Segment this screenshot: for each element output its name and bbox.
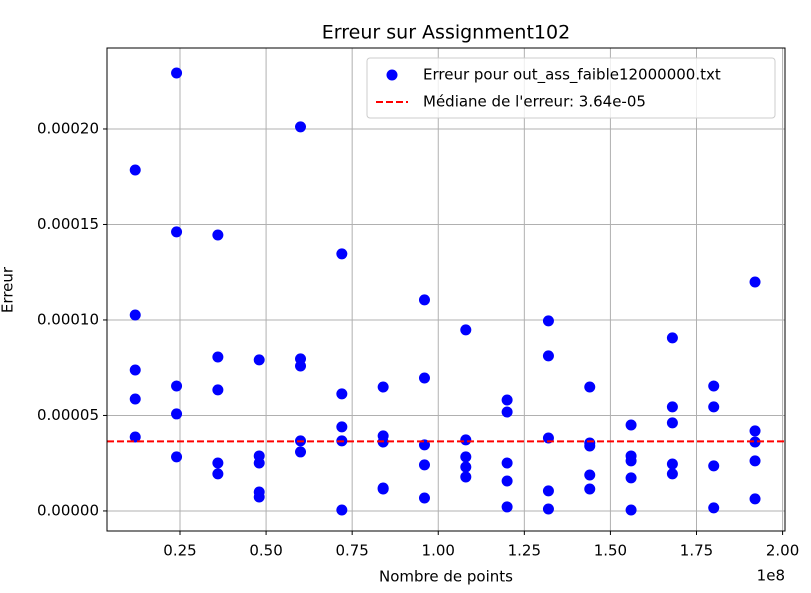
legend-label: Erreur pour out_ass_faible12000000.txt	[423, 66, 721, 85]
point	[336, 388, 348, 400]
point	[501, 394, 513, 406]
point	[708, 502, 720, 514]
point	[584, 381, 596, 393]
point	[171, 451, 183, 463]
point	[129, 364, 141, 376]
point	[336, 504, 348, 516]
point	[625, 455, 637, 467]
y-tick-label: 0.00010	[37, 310, 99, 328]
y-tick-label: 0.00020	[37, 119, 99, 137]
point	[625, 504, 637, 516]
point	[542, 315, 554, 327]
point	[460, 451, 472, 463]
legend-label: Médiane de l'erreur: 3.64e-05	[423, 93, 646, 111]
point	[129, 393, 141, 405]
point	[584, 440, 596, 452]
point	[542, 350, 554, 362]
point	[171, 380, 183, 392]
point	[212, 384, 224, 396]
point	[666, 332, 678, 344]
point	[625, 472, 637, 484]
y-tick-label: 0.00005	[37, 406, 99, 424]
point	[460, 461, 472, 473]
point	[336, 421, 348, 433]
point	[666, 458, 678, 470]
point	[295, 446, 307, 458]
x-tick-label: 0.50	[249, 542, 282, 560]
point	[295, 360, 307, 372]
point	[418, 459, 430, 471]
point	[666, 417, 678, 429]
x-tick-label: 0.75	[335, 542, 368, 560]
point	[460, 434, 472, 446]
point	[584, 483, 596, 495]
point	[418, 294, 430, 306]
point	[129, 164, 141, 176]
point	[542, 503, 554, 515]
point	[418, 372, 430, 384]
y-tick-label: 0.00000	[37, 501, 99, 519]
x-tick-label: 1.50	[594, 542, 627, 560]
legend-marker	[386, 69, 398, 81]
x-tick-label: 1.25	[508, 542, 541, 560]
x-tick-label: 0.25	[163, 542, 196, 560]
point	[460, 471, 472, 483]
point	[749, 436, 761, 448]
point	[336, 248, 348, 260]
point	[253, 491, 265, 503]
point	[377, 381, 389, 393]
x-axis-label: Nombre de points	[379, 568, 513, 586]
y-tick-label: 0.00015	[37, 215, 99, 233]
point	[253, 354, 265, 366]
point	[501, 406, 513, 418]
point	[212, 468, 224, 480]
chart-title: Erreur sur Assignment102	[322, 22, 570, 44]
axes-frame	[106, 47, 786, 532]
point	[501, 475, 513, 487]
point	[212, 351, 224, 363]
point	[584, 469, 596, 481]
point	[418, 492, 430, 504]
point	[708, 460, 720, 472]
point	[501, 457, 513, 469]
point	[253, 457, 265, 469]
point	[212, 457, 224, 469]
point	[171, 226, 183, 238]
point	[666, 401, 678, 413]
point	[749, 425, 761, 437]
point	[295, 121, 307, 133]
point	[749, 276, 761, 288]
point	[708, 401, 720, 413]
point	[749, 455, 761, 467]
x-tick-label: 2.00	[766, 542, 799, 560]
point	[212, 229, 224, 241]
point	[129, 431, 141, 443]
point	[171, 67, 183, 79]
point	[625, 419, 637, 431]
point	[129, 309, 141, 321]
x-offset-label: 1e8	[757, 567, 785, 585]
y-axis-label: Erreur	[0, 266, 17, 313]
point	[460, 324, 472, 336]
point	[708, 380, 720, 392]
point	[501, 501, 513, 513]
legend-box	[366, 57, 776, 119]
x-tick-label: 1.00	[422, 542, 455, 560]
point	[542, 485, 554, 497]
point	[377, 483, 389, 495]
point	[666, 468, 678, 480]
point	[749, 493, 761, 505]
x-tick-label: 1.75	[680, 542, 713, 560]
point	[171, 408, 183, 420]
